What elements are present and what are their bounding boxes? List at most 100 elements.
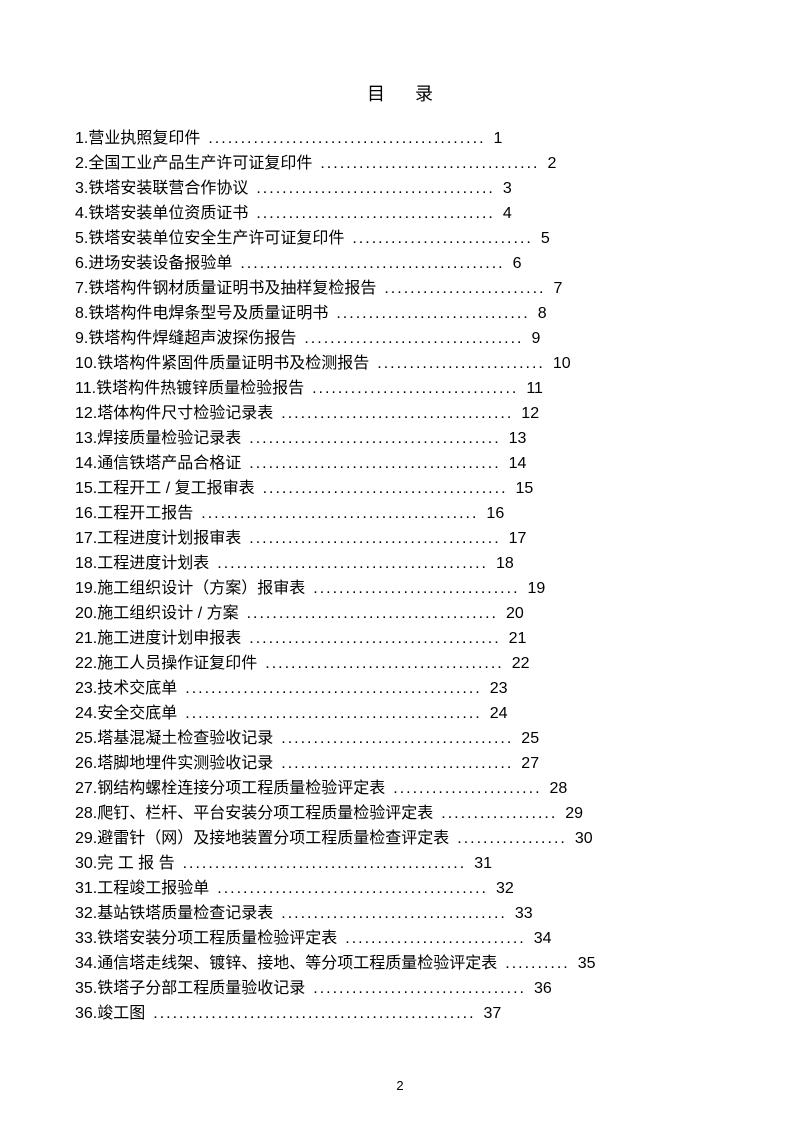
toc-item-page: 7 [554, 276, 563, 301]
toc-item-number: 6. [75, 251, 88, 276]
toc-item-page: 14 [509, 451, 527, 476]
toc-item-label: 全国工业产品生产许可证复印件 [88, 151, 312, 176]
toc-item-number: 33. [75, 926, 97, 951]
toc-item-page: 15 [516, 476, 534, 501]
toc-item-label: 塔基混凝土检查验收记录 [97, 726, 273, 751]
toc-item-page: 2 [548, 151, 557, 176]
toc-item-page: 35 [578, 951, 596, 976]
toc-item-page: 18 [496, 551, 514, 576]
toc-item-label: 铁塔构件紧固件质量证明书及检测报告 [97, 351, 369, 376]
toc-item-dots: ....................................... [249, 426, 500, 451]
toc-item-label: 爬钉、栏杆、平台安装分项工程质量检验评定表 [97, 801, 433, 826]
toc-item: 7. 铁塔构件钢材质量证明书及抽样复检报告...................… [75, 276, 725, 301]
toc-item-page: 19 [528, 576, 546, 601]
toc-item-page: 5 [541, 226, 550, 251]
toc-item-page: 3 [503, 176, 512, 201]
toc-item: 1. 营业执照复印件..............................… [75, 126, 725, 151]
toc-item-page: 1 [494, 126, 503, 151]
toc-item: 6. 进场安装设备报验单............................… [75, 251, 725, 276]
toc-item-dots: ..................................... [265, 651, 503, 676]
toc-item-dots: ................................ [313, 576, 519, 601]
toc-item: 34. 通信塔走线架、镀锌、接地、等分项工程质量检验评定表..........3… [75, 951, 725, 976]
toc-item-label: 施工进度计划申报表 [97, 626, 241, 651]
toc-item-page: 21 [509, 626, 527, 651]
toc-item-dots: ........................................… [153, 1001, 475, 1026]
toc-item-page: 8 [538, 301, 547, 326]
toc-item: 5. 铁塔安装单位安全生产许可证复印件.....................… [75, 226, 725, 251]
toc-item-number: 9. [75, 326, 88, 351]
toc-item-page: 29 [565, 801, 583, 826]
toc-item-label: 进场安装设备报验单 [88, 251, 232, 276]
toc-item-label: 技术交底单 [97, 676, 177, 701]
toc-item-number: 17. [75, 526, 97, 551]
toc-item-dots: .................................... [281, 401, 513, 426]
toc-item-page: 20 [506, 601, 524, 626]
toc-item: 15. 工程开工 / 复工报审表........................… [75, 476, 725, 501]
toc-item: 13. 焊接质量检验记录表...........................… [75, 426, 725, 451]
toc-item-dots: .............................. [336, 301, 529, 326]
toc-item: 11. 铁塔构件热镀锌质量检验报告.......................… [75, 376, 725, 401]
toc-item-label: 竣工图 [97, 1001, 145, 1026]
toc-item-label: 工程竣工报验单 [97, 876, 209, 901]
toc-item: 20. 施工组织设计 / 方案.........................… [75, 601, 725, 626]
toc-item: 27. 钢结构螺栓连接分项工程质量检验评定表..................… [75, 776, 725, 801]
toc-item: 22. 施工人员操作证复印件..........................… [75, 651, 725, 676]
toc-item-label: 安全交底单 [97, 701, 177, 726]
toc-item: 33. 铁塔安装分项工程质量检验评定表.....................… [75, 926, 725, 951]
toc-item-page: 27 [521, 751, 539, 776]
toc-item: 3. 铁塔安装联营合作协议...........................… [75, 176, 725, 201]
toc-item-page: 24 [490, 701, 508, 726]
toc-item-page: 32 [496, 876, 514, 901]
toc-item: 29. 避雷针（网）及接地装置分项工程质量检查评定表..............… [75, 826, 725, 851]
toc-item-number: 19. [75, 576, 97, 601]
page-title: 目录 [75, 80, 725, 106]
toc-item-dots: ....................... [393, 776, 541, 801]
toc-item-dots: ........................................… [185, 676, 481, 701]
toc-item-number: 22. [75, 651, 97, 676]
toc-item-label: 工程开工 / 复工报审表 [97, 476, 254, 501]
toc-item-label: 塔脚地埋件实测验收记录 [97, 751, 273, 776]
toc-item-page: 12 [521, 401, 539, 426]
toc-item-dots: .................................. [320, 151, 539, 176]
toc-item-page: 31 [474, 851, 492, 876]
toc-item-number: 29. [75, 826, 97, 851]
toc-item-page: 16 [486, 501, 504, 526]
toc-item-label: 铁塔安装单位资质证书 [88, 201, 248, 226]
toc-item-label: 铁塔构件焊缝超声波探伤报告 [88, 326, 296, 351]
toc-item: 12. 塔体构件尺寸检验记录表.........................… [75, 401, 725, 426]
toc-item-page: 33 [515, 901, 533, 926]
toc-item-dots: ................. [457, 826, 567, 851]
toc-item-label: 通信塔走线架、镀锌、接地、等分项工程质量检验评定表 [97, 951, 497, 976]
table-of-contents: 1. 营业执照复印件..............................… [75, 126, 725, 1026]
toc-item-label: 施工组织设计（方案）报审表 [97, 576, 305, 601]
toc-item-dots: ........................................… [217, 551, 488, 576]
toc-item-page: 36 [534, 976, 552, 1001]
toc-item-number: 25. [75, 726, 97, 751]
toc-item-dots: ........................................… [183, 851, 467, 876]
toc-item-dots: ....................................... [249, 626, 500, 651]
toc-item-number: 31. [75, 876, 97, 901]
toc-item-dots: .................................. [304, 326, 523, 351]
toc-item-number: 8. [75, 301, 88, 326]
toc-item-number: 32. [75, 901, 97, 926]
toc-item-page: 28 [550, 776, 568, 801]
toc-item-number: 30. [75, 851, 97, 876]
toc-item-label: 通信铁塔产品合格证 [97, 451, 241, 476]
toc-item: 19. 施工组织设计（方案）报审表.......................… [75, 576, 725, 601]
toc-item-dots: ....................................... [249, 451, 500, 476]
toc-item-label: 铁塔安装单位安全生产许可证复印件 [88, 226, 344, 251]
toc-item: 17. 工程进度计划报审表...........................… [75, 526, 725, 551]
toc-item: 14. 通信铁塔产品合格证...........................… [75, 451, 725, 476]
toc-item-number: 13. [75, 426, 97, 451]
toc-item: 36. 竣工图.................................… [75, 1001, 725, 1026]
toc-item-label: 完 工 报 告 [97, 851, 174, 876]
toc-item-number: 35. [75, 976, 97, 1001]
toc-item-number: 27. [75, 776, 97, 801]
toc-item-dots: ...................................... [263, 476, 508, 501]
toc-item-number: 26. [75, 751, 97, 776]
toc-item: 21. 施工进度计划申报表...........................… [75, 626, 725, 651]
toc-item-number: 4. [75, 201, 88, 226]
toc-item-label: 施工人员操作证复印件 [97, 651, 257, 676]
toc-item-label: 避雷针（网）及接地装置分项工程质量检查评定表 [97, 826, 449, 851]
toc-item-number: 10. [75, 351, 97, 376]
